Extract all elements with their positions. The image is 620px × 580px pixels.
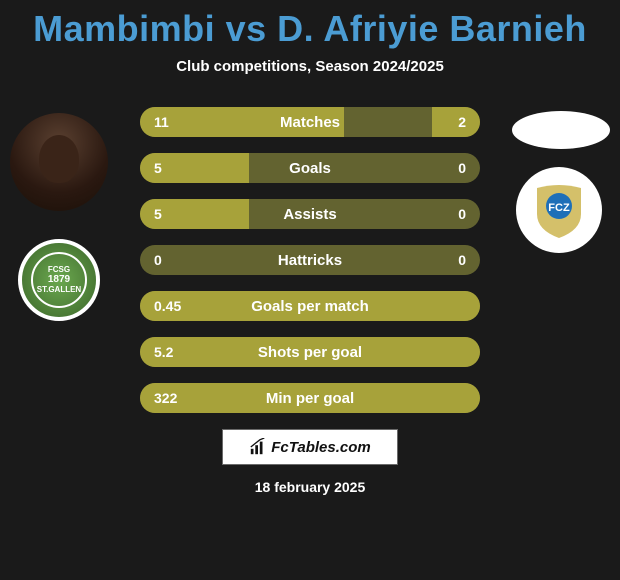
stat-label: Min per goal <box>140 383 480 413</box>
club-left-abbr-bot: ST.GALLEN <box>37 286 81 294</box>
stat-row: 0.45Goals per match <box>140 291 480 321</box>
fcz-badge-icon: FCZ <box>529 180 589 240</box>
stat-label: Goals per match <box>140 291 480 321</box>
stat-row: 00Hattricks <box>140 245 480 275</box>
stat-row: 50Assists <box>140 199 480 229</box>
player2-avatar <box>512 111 610 149</box>
player1-avatar <box>10 113 108 211</box>
player1-club-badge: FCSG 1879 ST.GALLEN <box>18 239 100 321</box>
club-left-abbr-top: FCSG <box>48 266 70 274</box>
svg-text:FCZ: FCZ <box>548 202 570 214</box>
stat-row: 50Goals <box>140 153 480 183</box>
stat-label: Assists <box>140 199 480 229</box>
chart-icon <box>249 438 267 456</box>
stat-row: 5.2Shots per goal <box>140 337 480 367</box>
player2-club-badge: FCZ <box>516 167 602 253</box>
stat-label: Matches <box>140 107 480 137</box>
page-title: Mambimbi vs D. Afriyie Barnieh <box>0 0 620 50</box>
club-left-inner: FCSG 1879 ST.GALLEN <box>31 252 87 308</box>
club-left-year: 1879 <box>48 275 70 285</box>
footer-date: 18 february 2025 <box>0 479 620 495</box>
player1-name: Mambimbi <box>33 8 215 49</box>
stat-label: Shots per goal <box>140 337 480 367</box>
subtitle: Club competitions, Season 2024/2025 <box>0 58 620 75</box>
site-logo: FcTables.com <box>222 429 398 465</box>
stat-row: 112Matches <box>140 107 480 137</box>
vs-separator: vs <box>226 8 267 49</box>
site-name: FcTables.com <box>271 439 370 456</box>
stat-row: 322Min per goal <box>140 383 480 413</box>
player2-name: D. Afriyie Barnieh <box>277 8 587 49</box>
comparison-content: FCSG 1879 ST.GALLEN FCZ 112Matches 50Goal… <box>0 103 620 413</box>
stat-label: Goals <box>140 153 480 183</box>
stat-bars: 112Matches 50Goals 50Assists 00Hattricks 0.4… <box>140 103 480 413</box>
stat-label: Hattricks <box>140 245 480 275</box>
